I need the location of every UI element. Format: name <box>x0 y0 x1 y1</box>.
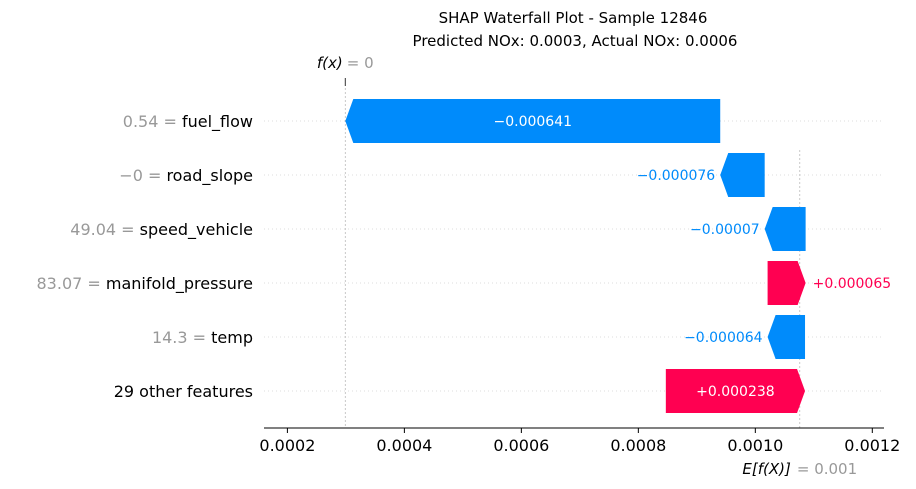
plot-area: f(x) = 0 0.54 = fuel_flow −0.000641 −0 = roa… <box>37 54 901 478</box>
feature-label: 29 other features <box>114 382 253 401</box>
x-tick-label: 0.0008 <box>610 436 666 455</box>
feature-name: manifold_pressure <box>106 274 253 294</box>
feature-value: 14.3 = <box>152 328 211 347</box>
feature-name: fuel_flow <box>182 112 253 132</box>
shap-value-label: −0.000064 <box>684 330 763 346</box>
expected-value-label-value: = 0.001 <box>797 460 857 478</box>
negative-shap-bar <box>767 315 806 359</box>
positive-shap-bar <box>767 261 806 305</box>
feature-label: −0 = road_slope <box>119 166 253 186</box>
x-tick-label: 0.0004 <box>376 436 432 455</box>
fx-label: f(x) = 0 <box>317 54 374 72</box>
fx-label-value: = 0 <box>347 54 374 72</box>
negative-shap-bar <box>345 99 721 143</box>
feature-value: 0.54 = <box>123 112 182 131</box>
x-tick-label: 0.0002 <box>259 436 315 455</box>
fx-label-name: f(x) <box>317 54 343 72</box>
chart-subtitle: Predicted NOx: 0.0003, Actual NOx: 0.000… <box>413 32 738 50</box>
shap-value-label: −0.000076 <box>637 168 716 184</box>
negative-shap-bar <box>720 153 765 197</box>
x-tick-label: 0.0012 <box>844 436 900 455</box>
feature-value: −0 = <box>119 166 166 185</box>
feature-label: 14.3 = temp <box>152 328 253 347</box>
shap-value-label: −0.000641 <box>493 114 572 130</box>
expected-value-label: E[f(X)] = 0.001 <box>742 460 857 478</box>
shap-value-label: +0.000238 <box>696 384 775 400</box>
feature-label: 0.54 = fuel_flow <box>123 112 253 132</box>
feature-name: road_slope <box>166 166 253 186</box>
x-tick-label: 0.0006 <box>493 436 549 455</box>
feature-value: 49.04 = <box>70 220 139 239</box>
negative-shap-bar <box>764 207 806 251</box>
feature-name: speed_vehicle <box>140 220 253 240</box>
feature-label: 83.07 = manifold_pressure <box>37 274 254 294</box>
shap-value-label: −0.00007 <box>690 222 760 238</box>
feature-label: 49.04 = speed_vehicle <box>70 220 253 240</box>
feature-name: temp <box>211 328 253 347</box>
x-tick-label: 0.0010 <box>727 436 783 455</box>
positive-shap-bar <box>665 369 806 413</box>
feature-value: 83.07 = <box>37 274 106 293</box>
shap-value-label: +0.000065 <box>813 276 892 292</box>
feature-name: 29 other features <box>114 382 253 401</box>
chart-title: SHAP Waterfall Plot - Sample 12846 <box>439 9 708 27</box>
expected-value-label-name: E[f(X)] <box>742 460 791 478</box>
